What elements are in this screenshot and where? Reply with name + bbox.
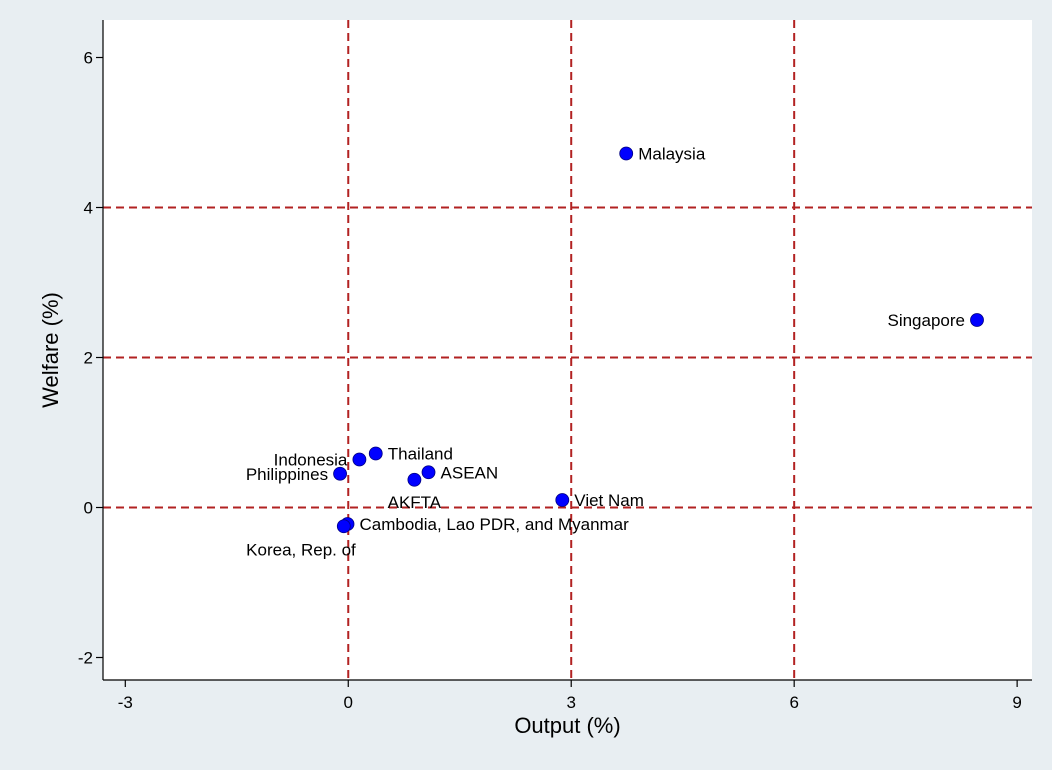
tick-labels: -3 0 3 6 9 -2 0 2 4 6 (78, 49, 1022, 713)
y-tick-label: 6 (84, 49, 93, 68)
point-label: Philippines (246, 465, 328, 484)
point-label: Korea, Rep. of (246, 540, 356, 559)
point-label: Indonesia (274, 451, 348, 470)
data-point (619, 146, 634, 161)
point-label: AKFTA (388, 493, 442, 512)
x-tick-label: -3 (118, 693, 133, 712)
data-point (555, 493, 570, 507)
gridlines (103, 20, 1032, 680)
x-axis-title: Output (%) (514, 713, 620, 738)
point-labels: Malaysia Singapore Thailand IndonesiaPhilip… (246, 145, 965, 560)
point-label: Thailand (388, 445, 453, 464)
y-tick-label: 0 (84, 499, 93, 518)
data-points (333, 146, 984, 534)
y-tick-label: -2 (78, 649, 93, 668)
data-point (352, 452, 367, 467)
point-label: ASEAN (441, 463, 499, 482)
point-label: Singapore (887, 311, 965, 330)
data-point (421, 465, 436, 480)
point-label: Malaysia (638, 145, 706, 164)
x-tick-label: 0 (344, 693, 353, 712)
axes (96, 20, 1032, 687)
plot-area (103, 20, 1032, 680)
data-point (970, 313, 984, 327)
data-point (407, 472, 422, 487)
point-label: Viet Nam (574, 491, 644, 510)
point-label: Cambodia, Lao PDR, and Myanmar (360, 515, 630, 534)
data-point (336, 519, 351, 534)
x-tick-label: 3 (566, 693, 575, 712)
y-tick-label: 2 (84, 349, 93, 368)
y-axis-title: Welfare (%) (38, 292, 63, 408)
x-tick-label: 9 (1012, 693, 1021, 712)
x-tick-label: 6 (789, 693, 798, 712)
data-point (368, 446, 383, 461)
y-tick-label: 4 (84, 199, 93, 218)
data-point (333, 466, 347, 481)
